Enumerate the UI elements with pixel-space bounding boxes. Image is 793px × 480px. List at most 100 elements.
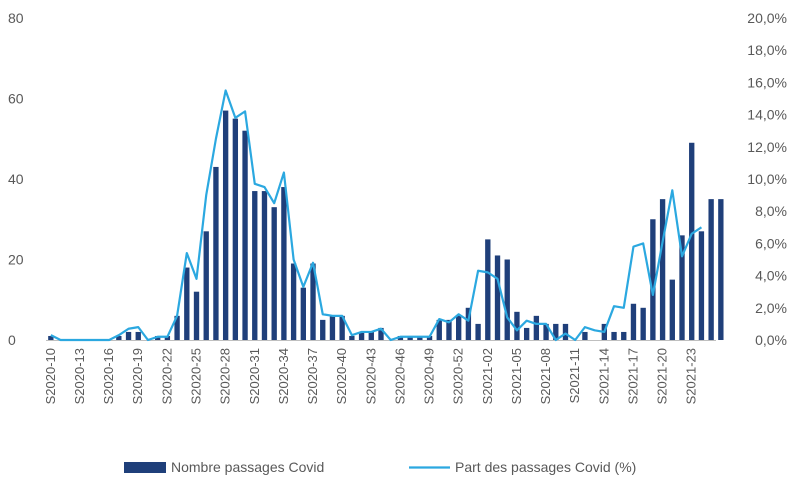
- x-tick-label: S2020-22: [159, 348, 174, 404]
- bar-S2020-43: [368, 331, 374, 340]
- y-right-tick-label: 0,0%: [755, 332, 787, 348]
- bar-S2020-40: [339, 315, 345, 340]
- x-tick-label: S2020-40: [334, 348, 349, 404]
- bar-S2021-17: [630, 303, 637, 340]
- bar-S2021-03: [494, 255, 501, 340]
- x-tick-label: S2020-28: [218, 348, 233, 404]
- bar-S2020-34: [281, 187, 287, 340]
- bar-S2021-19: [650, 219, 656, 340]
- y-left-tick-label: 40: [8, 171, 24, 187]
- y-right-tick-label: 6,0%: [755, 235, 787, 251]
- bar-S2020-17: [116, 335, 122, 340]
- y-axis-left: 0 20 40 60 80: [8, 10, 24, 348]
- line-series-part-covid: [50, 89, 703, 342]
- x-tick-label: S2021-23: [684, 348, 699, 404]
- bar-S2020-31: [252, 191, 258, 340]
- x-tick-label: S2021-17: [625, 348, 640, 404]
- x-tick-label: S2020-49: [422, 348, 437, 404]
- bar-S2020-42: [358, 331, 365, 340]
- bar-S2021-20: [659, 199, 666, 341]
- y-right-tick-label: 4,0%: [755, 268, 787, 284]
- x-tick-label: S2020-37: [305, 348, 320, 404]
- y-right-tick-label: 10,0%: [747, 171, 787, 187]
- bar-S2021-18: [640, 307, 646, 340]
- bar-undefined: [718, 199, 724, 341]
- y-left-tick-label: 0: [8, 332, 16, 348]
- legend-label-bar: Nombre passages Covid: [171, 459, 324, 475]
- legend: Nombre passages Covid Part des passages …: [124, 459, 636, 475]
- bar-S2020-29: [232, 118, 239, 341]
- bar-S2020-18: [125, 331, 132, 340]
- bar-S2020-47: [407, 335, 413, 340]
- bar-S2021-22: [679, 235, 685, 340]
- bar-S2020-39: [329, 315, 336, 340]
- x-tick-label: S2021-14: [596, 348, 611, 404]
- bar-S2020-46: [397, 335, 404, 340]
- x-tick-label: S2020-52: [451, 348, 466, 404]
- bar-S2020-48: [417, 335, 423, 340]
- bar-S2020-23: [174, 315, 180, 340]
- y-right-tick-label: 12,0%: [747, 139, 787, 155]
- bar-S2020-41: [349, 335, 355, 340]
- bar-S2020-22: [164, 335, 171, 340]
- bar-S2020-21: [155, 335, 161, 340]
- bar-series: [48, 110, 724, 341]
- bar-S2021-04: [504, 259, 510, 340]
- x-tick-label: S2020-43: [363, 348, 378, 404]
- x-tick-label: S2020-25: [189, 348, 204, 404]
- bar-S2020-26: [203, 231, 209, 340]
- bar-S2020-30: [242, 130, 248, 340]
- bar-S2020-32: [261, 191, 268, 340]
- bar-S2021-15: [611, 331, 617, 340]
- bar-S2020-53: [465, 307, 472, 340]
- bar-S2020-36: [300, 287, 306, 340]
- y-right-tick-label: 20,0%: [747, 10, 787, 26]
- x-tick-label: S2020-16: [101, 348, 116, 404]
- bar-S2021-24: [698, 231, 705, 340]
- bar-S2020-37: [310, 263, 316, 340]
- y-axis-right: 0,0% 2,0% 4,0% 6,0% 8,0% 10,0% 12,0% 14,0% 16,0%…: [747, 10, 787, 348]
- bar-S2020-52: [456, 315, 462, 340]
- bar-S2021-02: [485, 239, 491, 341]
- x-tick-label: S2020-13: [72, 348, 87, 404]
- x-tick-label: S2020-10: [43, 348, 58, 404]
- bar-S2020-10: [48, 335, 54, 340]
- bar-S2021-06: [523, 327, 530, 340]
- y-left-tick-label: 60: [8, 91, 24, 107]
- bar-S2020-19: [135, 331, 141, 340]
- bar-S2020-24: [184, 267, 190, 340]
- y-right-tick-label: 16,0%: [747, 74, 787, 90]
- bar-S2020-51: [446, 319, 452, 341]
- y-right-tick-label: 2,0%: [755, 300, 787, 316]
- bar-S2020-25: [193, 291, 200, 340]
- y-left-tick-label: 80: [8, 10, 24, 26]
- x-tick-label: S2020-46: [392, 348, 407, 404]
- bar-S2021-07: [533, 315, 540, 340]
- bar-S2021-21: [669, 279, 675, 341]
- bar-S2021-08: [543, 323, 549, 340]
- x-tick-label: S2021-08: [538, 348, 553, 404]
- bar-S2021-10: [562, 323, 569, 340]
- legend-label-line: Part des passages Covid (%): [455, 459, 636, 475]
- bar-S2020-49: [426, 335, 433, 340]
- bar-S2020-33: [271, 207, 277, 340]
- y-right-tick-label: 8,0%: [755, 203, 787, 219]
- bar-S2020-35: [290, 263, 297, 340]
- x-tick-label: S2021-05: [509, 348, 524, 404]
- y-left-tick-label: 20: [8, 252, 24, 268]
- y-right-tick-label: 18,0%: [747, 42, 787, 58]
- bar-S2021-16: [621, 331, 627, 340]
- bar-S2021-23: [689, 142, 695, 340]
- x-axis: S2020-10 S2020-13 S2020-16 S2020-19 S2020-22…: [43, 348, 699, 404]
- bar-S2020-44: [378, 327, 384, 340]
- bar-S2020-50: [436, 319, 442, 341]
- legend-swatch-bar: [124, 462, 166, 473]
- bar-S2021-09: [553, 323, 559, 340]
- bar-S2021-25: [708, 199, 714, 341]
- x-tick-label: S2021-02: [480, 348, 495, 404]
- bar-S2020-28: [222, 110, 229, 340]
- bar-S2021-12: [582, 331, 588, 340]
- bar-S2021-01: [475, 323, 481, 340]
- bar-S2020-27: [213, 166, 219, 340]
